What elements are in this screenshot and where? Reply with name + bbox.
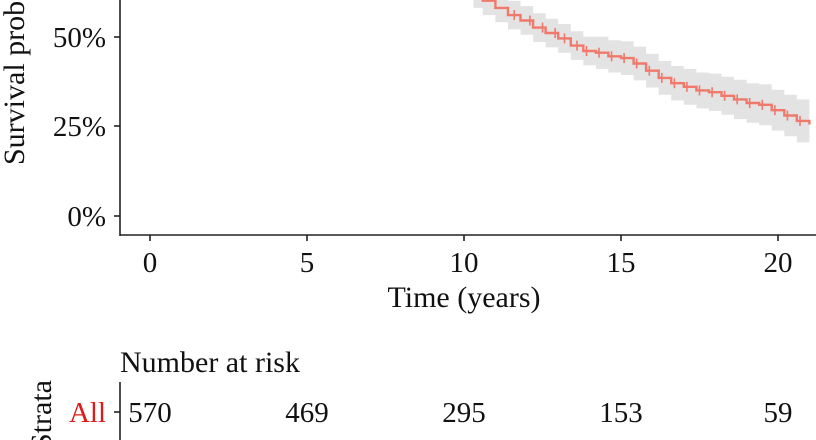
x-tick-label: 20: [764, 247, 793, 279]
y-tick-label: 25%: [53, 111, 106, 143]
censor-marks: [513, 10, 801, 126]
x-axis-title: Time (years): [387, 281, 540, 314]
risk-count: 469: [285, 397, 329, 429]
risk-count: 570: [128, 397, 172, 429]
y-tick-label: 0%: [67, 201, 106, 233]
risk-table-title: Number at risk: [120, 346, 300, 379]
survival-curve: [481, 0, 811, 125]
risk-count: 295: [442, 397, 486, 429]
x-tick-label: 15: [607, 247, 636, 279]
x-tick-label: 5: [300, 247, 315, 279]
strata-label-all: All: [69, 397, 106, 429]
strata-axis-title: Strata: [25, 380, 58, 440]
x-tick-label: 0: [143, 247, 158, 279]
risk-count: 59: [764, 397, 793, 429]
y-axis-title: Survival prob: [0, 1, 31, 165]
y-tick-label: 50%: [53, 22, 106, 54]
x-tick-label: 10: [450, 247, 479, 279]
risk-count: 153: [599, 397, 643, 429]
confidence-band: [473, 0, 810, 147]
